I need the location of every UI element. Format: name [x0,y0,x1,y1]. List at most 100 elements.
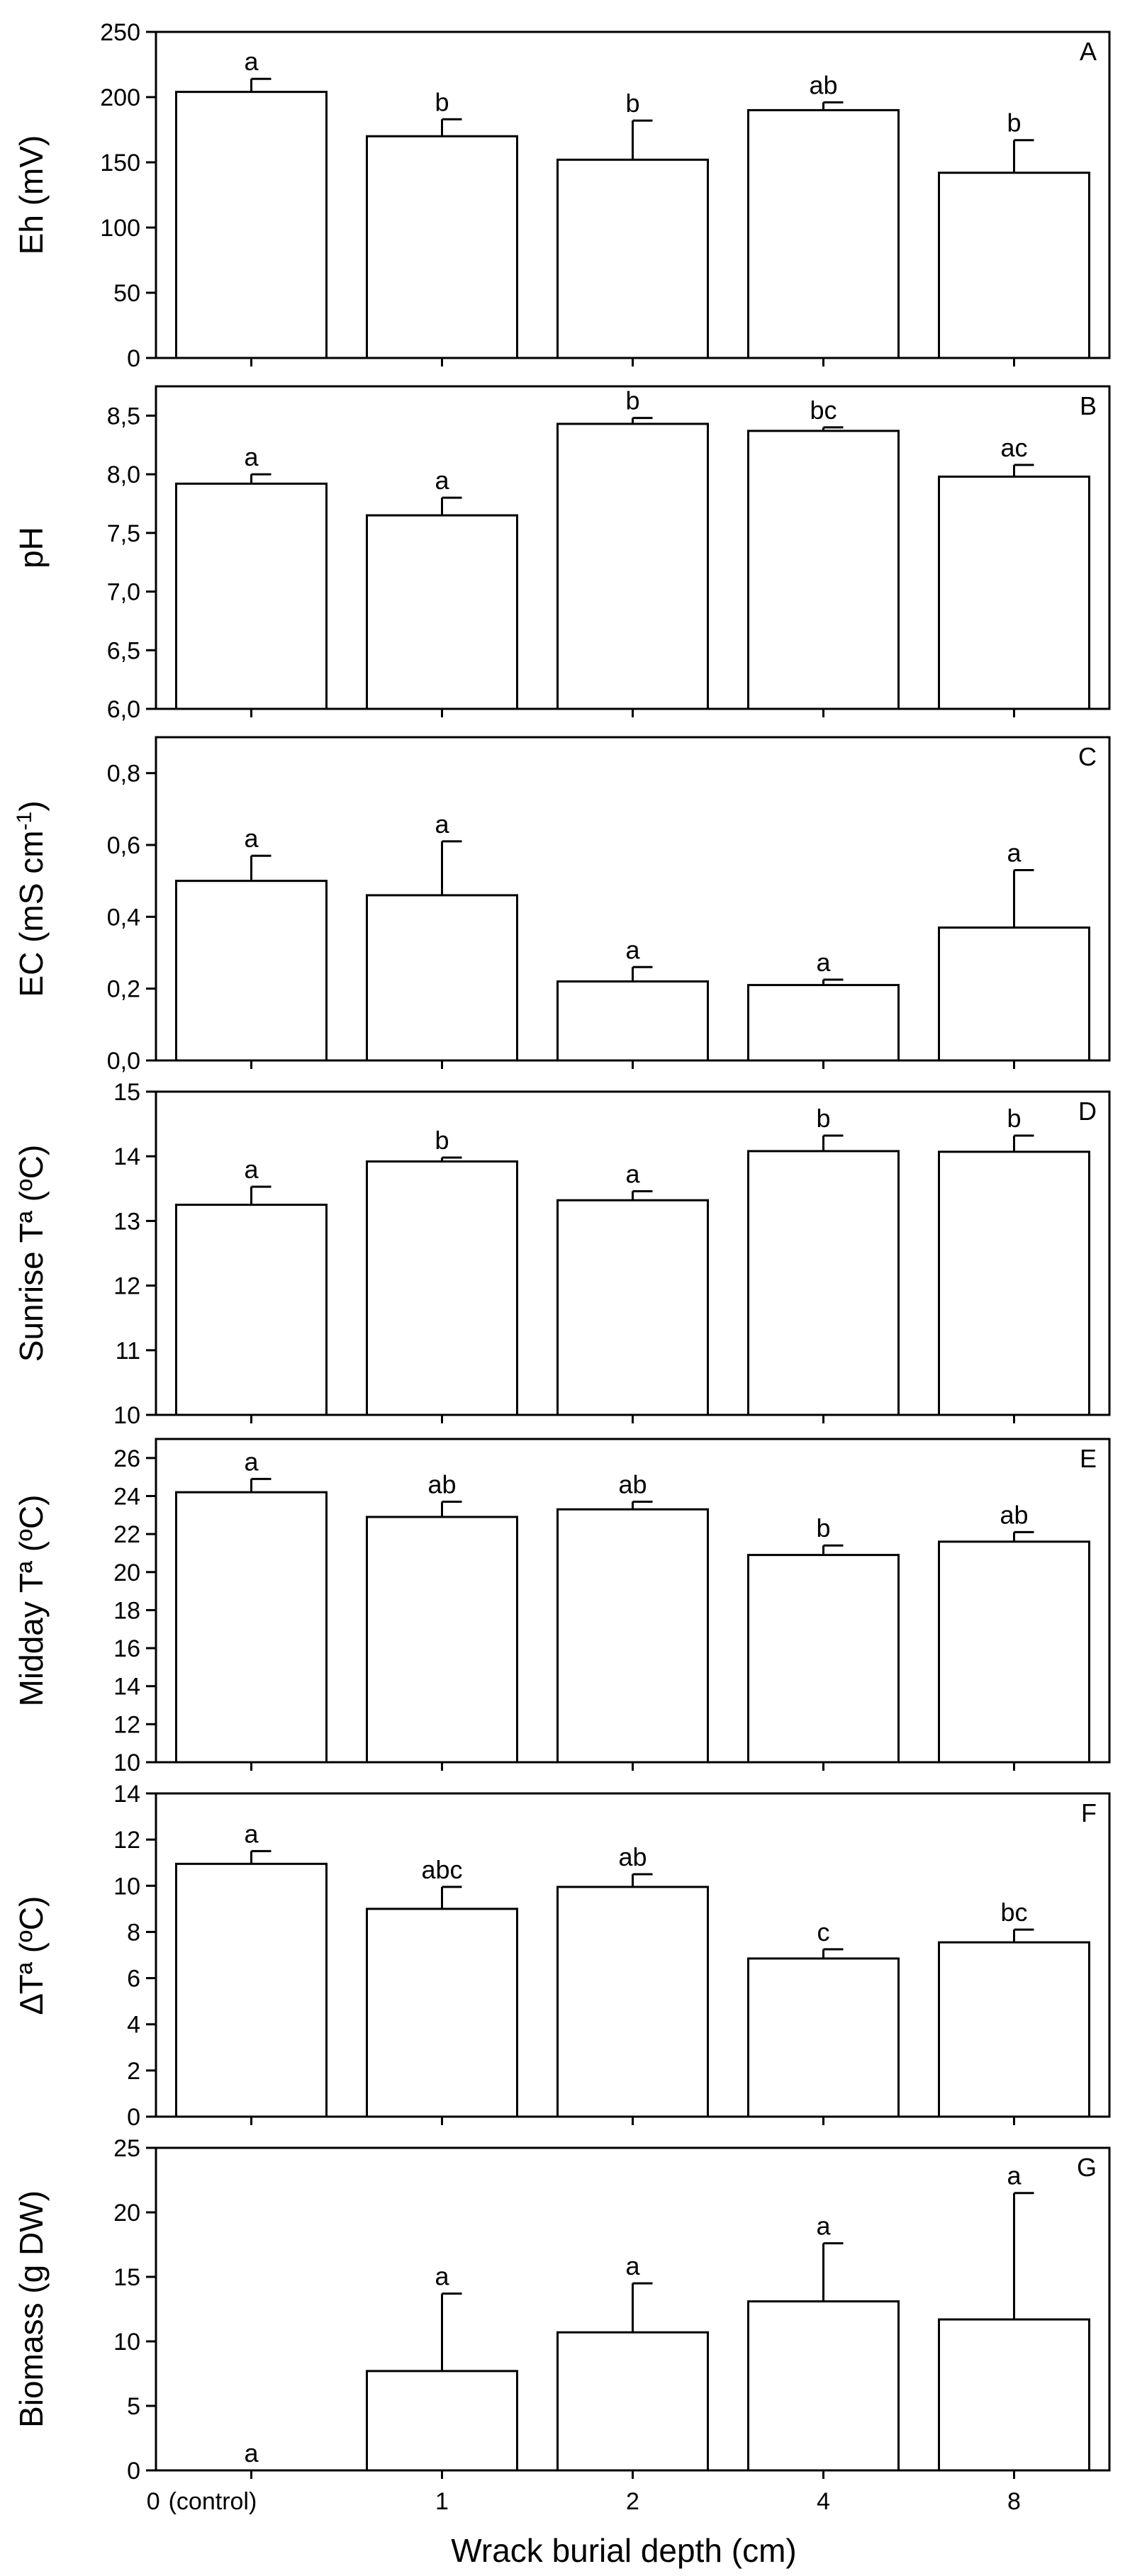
significance-letter: ab [1000,1500,1028,1529]
bar [556,1886,709,2118]
x-tick-label: 1 [435,2488,449,2515]
x-tick-label: 4 [817,2488,830,2515]
y-tick-label: 100 [100,215,140,242]
y-tick-label: 18 [113,1597,140,1624]
y-tick-label: 5 [127,2393,140,2420]
y-tick-label: 0,6 [107,832,140,859]
x-tick-label-suffix: (control) [169,2488,257,2515]
bar [938,2318,1090,2472]
panel-e: 10 12 14 16 18 20 22 24 26 Midday Tª (ºC) Ea ab ab b a… [13,1438,1111,1776]
significance-letter: bc [810,396,837,425]
bar [366,1908,518,2118]
significance-letter: ab [809,70,837,99]
bar [556,422,709,710]
y-tick-label: 7,0 [107,579,140,606]
y-tick-label: 22 [113,1521,140,1548]
significance-letter: abc [421,1855,462,1884]
bar [366,514,518,710]
significance-letter: c [817,1917,830,1947]
significance-letter: b [816,1513,830,1542]
x-tick-label: 8 [1007,2488,1021,2515]
x-tick-label: 2 [626,2488,639,2515]
y-tick-label: 0 [127,2458,140,2485]
y-tick-label: 8 [127,1919,140,1946]
bar [556,980,709,1062]
bar [556,158,709,359]
panel-b: 6,0 6,5 7,0 7,5 8,0 8,5 pH Ba a b bc ac [13,385,1111,723]
significance-letter: a [244,2438,259,2468]
significance-letter: a [435,466,449,495]
y-tick-label: 10 [113,1873,140,1900]
significance-letter: a [816,948,831,977]
y-tick-label: 12 [113,1711,140,1738]
y-tick-label: 10 [113,1749,140,1776]
bar [938,172,1090,359]
y-tick-label: 24 [113,1483,140,1510]
y-axis-label-superscript: -1 [13,812,36,831]
significance-letter: a [435,2262,449,2291]
y-tick-label: 25 [113,2135,140,2162]
y-tick-label: 50 [113,280,140,307]
y-tick-label: 6,5 [107,637,140,664]
y-tick-label: 10 [113,2329,140,2356]
y-tick-label: 20 [113,1559,140,1586]
y-tick-label: 8,0 [107,461,140,488]
panel-letter: B [1080,391,1097,420]
bar [938,475,1090,710]
y-axis-label: Biomass (g DW) [13,2190,50,2428]
y-tick-label: 0,4 [107,904,140,931]
y-tick-label: 4 [127,2012,140,2039]
significance-letter: a [244,442,259,471]
y-tick-label: 0,8 [107,761,140,788]
bar [175,1491,328,1764]
significance-letter: b [625,89,639,118]
y-tick-label: 15 [113,1079,140,1106]
bar [175,1204,328,1416]
bar [747,2300,900,2472]
significance-letter: a [625,2251,640,2280]
significance-letter: b [625,386,639,415]
y-tick-label: 6,0 [107,696,140,723]
bar [747,1957,900,2118]
panel-c: 0,0 0,2 0,4 0,6 0,8 EC (mS cm-1) Ca a a a a [13,736,1111,1075]
bar [366,135,518,359]
y-tick-label: 15 [113,2264,140,2291]
y-tick-label: 14 [113,1674,140,1701]
y-tick-label: 7,5 [107,520,140,547]
significance-letter: ac [1000,433,1027,462]
y-tick-label: 14 [113,1781,140,1808]
y-tick-label: 250 [100,19,140,46]
y-tick-label: 150 [100,150,140,177]
bar [175,1862,328,2118]
significance-letter: a [244,47,259,76]
significance-letter: a [625,935,640,964]
y-tick-label: 14 [113,1143,140,1170]
significance-letter: ab [427,1470,456,1499]
significance-letter: ab [618,1842,647,1871]
y-axis-label: Eh (mV) [13,135,50,255]
bar [366,1160,518,1416]
bar [938,1150,1090,1416]
significance-letter: a [244,1155,259,1184]
bar [938,926,1090,1062]
bar [938,1941,1090,2118]
significance-letter: a [816,2212,831,2241]
significance-letter: b [1007,108,1021,138]
significance-letter: bc [1000,1898,1027,1927]
y-tick-label: 26 [113,1445,140,1472]
y-tick-label: 20 [113,2200,140,2227]
y-tick-label: 6 [127,1966,140,1993]
significance-letter: b [816,1104,830,1133]
panel-g: 0 5 10 15 20 25 Biomass (g DW) Ga a a a a [13,2135,1111,2485]
panel-letter: E [1080,1444,1097,1473]
bar [938,1540,1090,1764]
panel-letter: G [1077,2153,1097,2182]
y-tick-label: 2 [127,2058,140,2085]
y-tick-label: 10 [113,1402,140,1429]
significance-letter: b [435,1126,449,1155]
y-axis-label: Sunrise Tª (ºC) [13,1145,50,1362]
